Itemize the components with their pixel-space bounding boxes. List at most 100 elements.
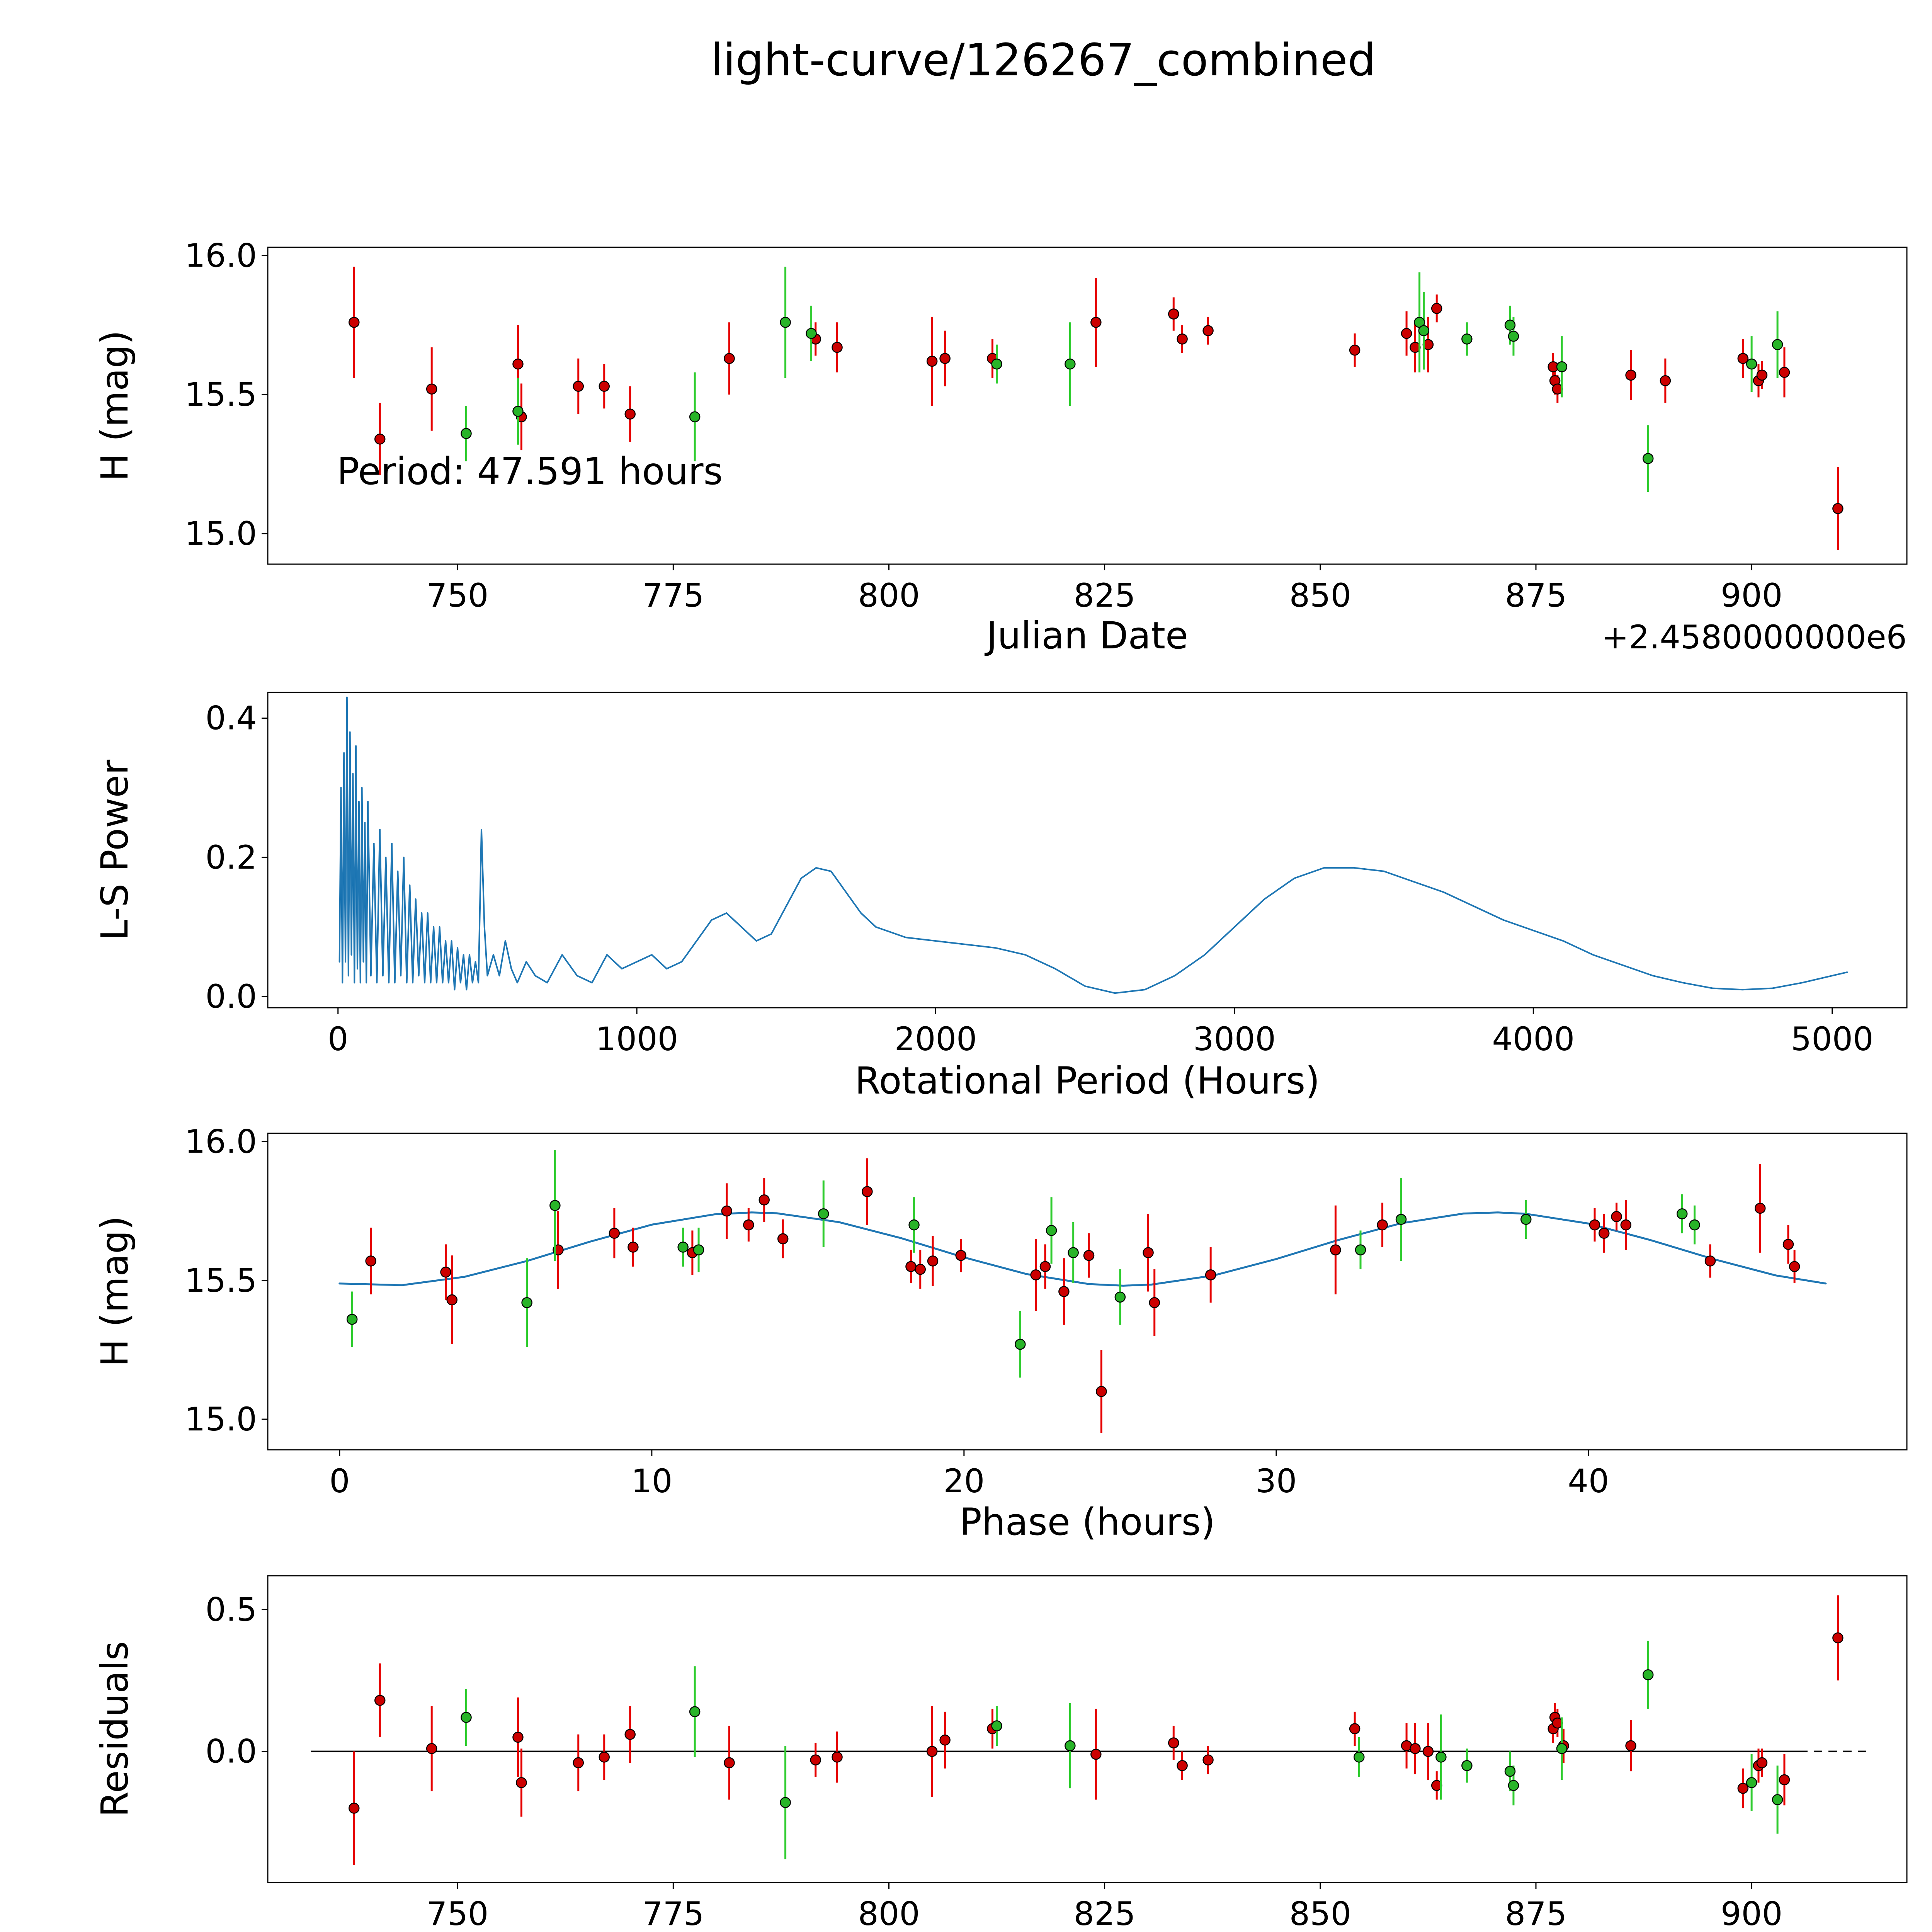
x-tick-label: 900	[1721, 1895, 1782, 1932]
data-point	[806, 328, 817, 339]
data-point	[1349, 344, 1361, 356]
data-point	[1556, 1743, 1568, 1754]
data-point	[512, 406, 524, 417]
y-tick-label: 0.0	[205, 1733, 257, 1770]
data-point	[1354, 1752, 1365, 1763]
data-point	[374, 1695, 386, 1706]
data-point	[1625, 369, 1636, 381]
data-point	[516, 1777, 527, 1788]
y-tick-label: 16.0	[185, 237, 257, 275]
data-point	[777, 1233, 789, 1245]
data-point	[1737, 1782, 1749, 1794]
y-tick-label: 0.2	[205, 838, 257, 876]
data-point	[1168, 1737, 1179, 1748]
data-point	[818, 1208, 829, 1219]
data-point	[1065, 358, 1076, 370]
x-tick-label: 825	[1073, 1895, 1135, 1932]
x-tick-label: 850	[1289, 577, 1351, 614]
data-point	[426, 383, 437, 395]
data-point	[1508, 330, 1519, 342]
panel1-xaxis-offset: +2.4580000000e6	[1602, 618, 1907, 656]
x-tick-label: 800	[858, 1895, 920, 1932]
panel2-xaxis-label: Rotational Period (Hours)	[855, 1059, 1320, 1102]
data-point	[1410, 1743, 1421, 1754]
lightcurve-ticks: 750 775 800 825 850 875 900 15.0 15.5 16.0	[185, 237, 1782, 614]
data-point	[724, 353, 735, 364]
x-tick-label: 40	[1568, 1462, 1609, 1500]
data-point	[1202, 1754, 1214, 1765]
y-tick-label: 15.5	[185, 376, 257, 413]
data-point	[991, 1720, 1002, 1731]
x-tick-label: 800	[858, 577, 920, 614]
data-point	[1377, 1219, 1388, 1231]
periodogram-spines	[267, 692, 1908, 1009]
ls-power-curve	[338, 696, 1848, 994]
data-point	[521, 1297, 532, 1308]
panel1-xaxis-label: Julian Date	[985, 614, 1188, 657]
data-point	[955, 1250, 967, 1261]
panel-lightcurve: 750 775 800 825 850 875 900 15.0 15.5 16.0	[185, 237, 1908, 614]
residuals-red-points	[349, 1595, 1844, 1865]
data-point	[724, 1757, 735, 1769]
data-point	[446, 1294, 457, 1306]
data-point	[1504, 1765, 1516, 1777]
data-point	[1642, 453, 1654, 464]
data-point	[349, 1803, 360, 1814]
x-tick-label: 0	[329, 1462, 350, 1500]
data-point	[1090, 316, 1102, 328]
data-point	[1611, 1211, 1622, 1222]
phased-spines	[267, 1133, 1908, 1451]
data-point	[346, 1314, 358, 1325]
x-tick-label: 10	[631, 1462, 672, 1500]
data-point	[693, 1244, 704, 1255]
data-point	[1046, 1225, 1057, 1236]
x-tick-label: 750	[427, 1895, 488, 1932]
panel3-yaxis-label: H (mag)	[93, 1216, 136, 1367]
data-point	[624, 1729, 636, 1740]
data-point	[1737, 353, 1749, 364]
data-point	[780, 1797, 791, 1808]
data-point	[599, 381, 610, 392]
x-tick-label: 850	[1289, 1895, 1351, 1932]
y-tick-label: 16.0	[185, 1123, 257, 1161]
data-point	[1435, 1752, 1447, 1763]
x-tick-label: 2000	[895, 1020, 977, 1058]
data-point	[1832, 503, 1844, 514]
data-point	[1589, 1219, 1600, 1231]
data-point	[939, 353, 951, 364]
panel-periodogram: 0 1000 2000 3000 4000 5000 0.0 0.2 0.4	[205, 692, 1908, 1058]
data-point	[440, 1266, 451, 1278]
phased-red-points	[365, 1158, 1800, 1433]
panel3-xaxis-label: Phase (hours)	[959, 1500, 1215, 1544]
residuals-green-points	[461, 1641, 1783, 1859]
data-point	[1508, 1780, 1519, 1791]
data-point	[721, 1205, 733, 1217]
x-tick-label: 750	[427, 577, 488, 614]
data-point	[1756, 369, 1768, 381]
data-point	[926, 1746, 938, 1757]
data-point	[549, 1200, 561, 1211]
data-point	[862, 1186, 873, 1197]
x-tick-label: 775	[642, 1895, 704, 1932]
data-point	[1746, 1777, 1757, 1788]
data-point	[926, 355, 938, 367]
periodogram-ticks: 0 1000 2000 3000 4000 5000 0.0 0.2 0.4	[205, 699, 1873, 1058]
data-point	[573, 381, 584, 392]
lightcurve-red-points	[349, 267, 1844, 551]
data-point	[780, 316, 791, 328]
data-point	[832, 342, 843, 353]
data-point	[759, 1194, 770, 1206]
panel-residuals: 750 775 800 825 850 875 900 0.0 0.5	[205, 1575, 1908, 1932]
data-point	[1772, 339, 1783, 350]
residuals-ticks: 750 775 800 825 850 875 900 0.0 0.5	[205, 1590, 1782, 1932]
data-point	[991, 358, 1002, 370]
period-annotation: Period: 47.591 hours	[337, 450, 723, 493]
data-point	[374, 434, 386, 445]
data-point	[1520, 1214, 1532, 1225]
data-point	[1143, 1247, 1154, 1259]
data-point	[1754, 1202, 1766, 1214]
data-point	[1205, 1269, 1216, 1281]
data-point	[1015, 1338, 1026, 1350]
data-point	[1620, 1219, 1632, 1231]
data-point	[1625, 1740, 1636, 1752]
